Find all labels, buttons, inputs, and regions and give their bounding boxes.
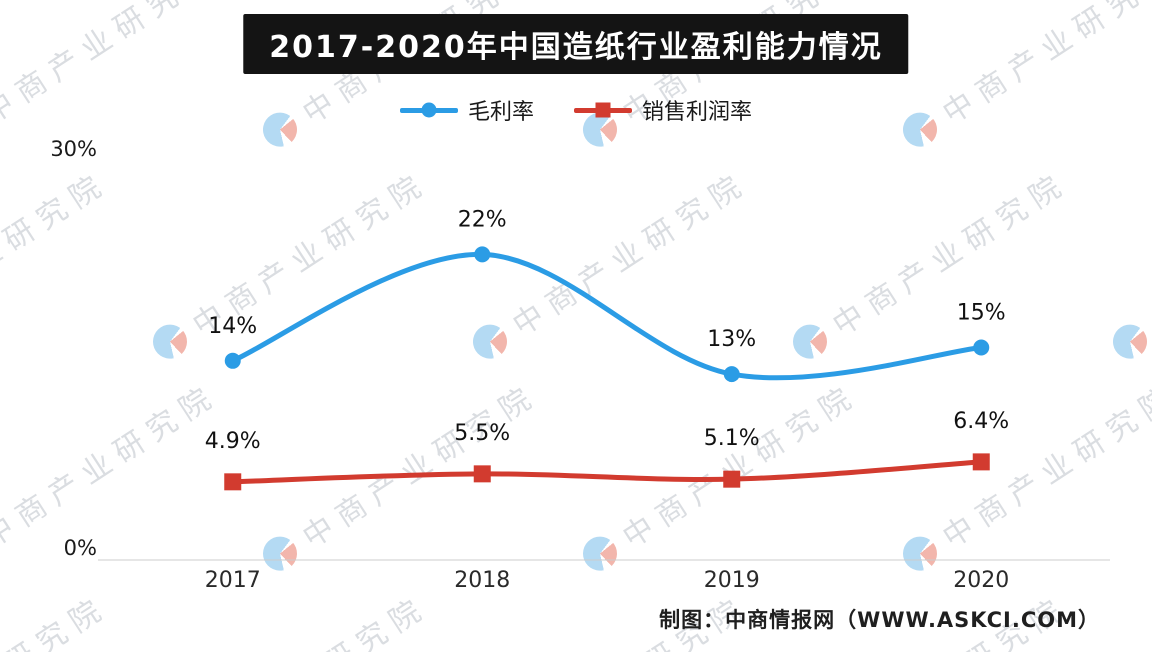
square-marker-icon [574,102,632,119]
circle-marker-icon [399,102,458,119]
y-axis-tick-label: 30% [50,137,97,161]
circle-data-point [474,246,491,263]
circle-data-point [224,352,241,369]
chart-title-banner: 2017-2020年中国造纸行业盈利能力情况 [243,14,909,74]
data-point-label: 15% [957,301,1006,326]
legend-label: 销售利润率 [642,100,753,125]
square-data-point [972,453,990,471]
legend-item-series-0: 毛利率 [399,94,534,126]
data-point-label: 4.9% [205,429,261,454]
legend: 毛利率 销售利润率 [0,94,1152,126]
square-data-point [473,465,491,483]
legend-label: 毛利率 [467,100,534,125]
data-point-label: 6.4% [953,409,1009,434]
square-data-point [723,470,741,488]
legend-item-series-1: 销售利润率 [574,94,752,126]
data-point-label: 5.5% [454,421,510,446]
x-axis-category-label: 2017 [205,568,261,593]
data-point-label: 5.1% [704,426,760,451]
series-line-0 [230,251,984,381]
data-point-label: 14% [208,314,257,339]
data-point-label: 22% [458,207,507,232]
x-axis-category-label: 2019 [704,568,760,593]
x-axis-category-label: 2020 [953,568,1009,593]
circle-data-point [723,366,740,383]
y-axis-tick-label: 0% [64,536,97,560]
chart-title: 2017-2020年中国造纸行业盈利能力情况 [269,30,883,65]
footer-credit: 制图：中商情报网（WWW.ASKCI.COM） [659,608,1100,632]
circle-data-point [973,339,990,356]
data-point-label: 13% [707,327,756,352]
series-line-1 [230,459,984,485]
x-axis-category-label: 2018 [454,568,510,593]
square-data-point [224,473,242,491]
